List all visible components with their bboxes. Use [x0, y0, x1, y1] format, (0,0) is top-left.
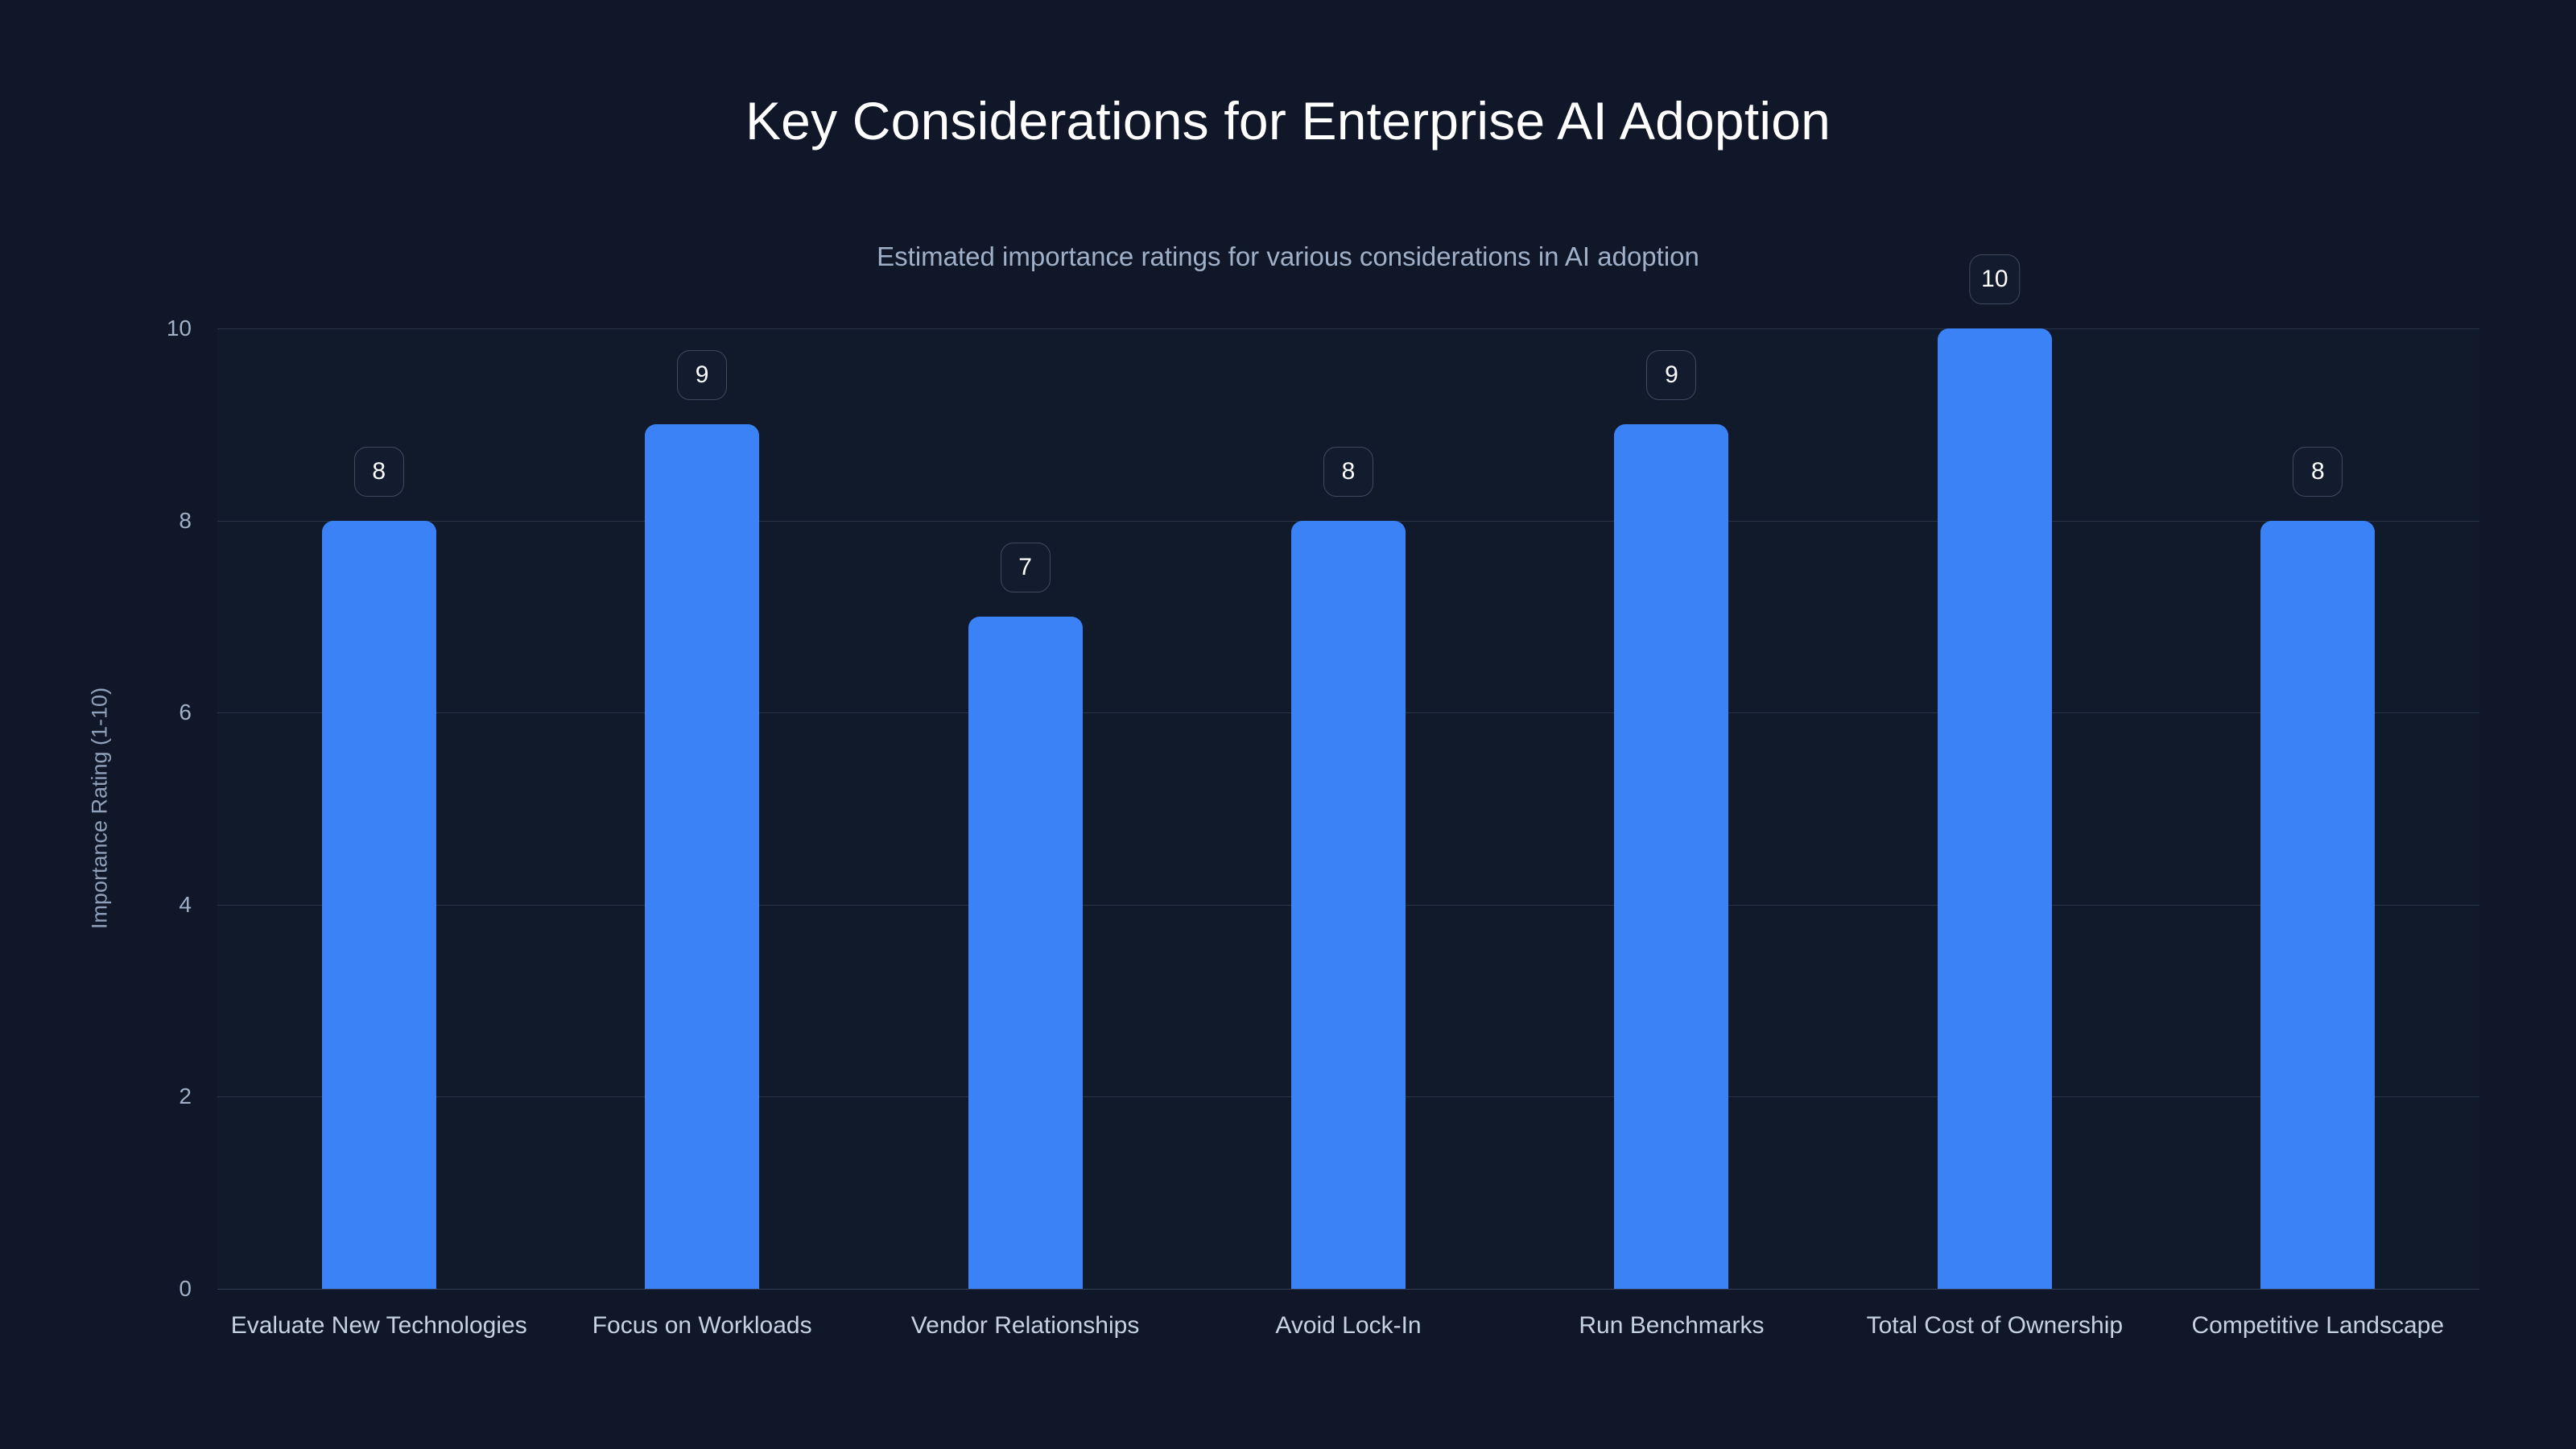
bar-value-badge: 9: [677, 350, 728, 401]
y-tick-label: 2: [179, 1084, 192, 1109]
bar-value-badge: 10: [1969, 254, 2021, 304]
x-tick-label: Focus on Workloads: [592, 1312, 812, 1339]
y-tick-label: 8: [179, 507, 192, 533]
x-tick-label: Run Benchmarks: [1579, 1312, 1765, 1339]
x-tick-label: Competitive Landscape: [2191, 1312, 2445, 1339]
bar[interactable]: [968, 616, 1083, 1289]
gridline-y-10: [217, 328, 2479, 329]
x-tick-label: Total Cost of Ownership: [1866, 1312, 2124, 1339]
bar-value-badge: 7: [1000, 542, 1051, 592]
chart-subtitle: Estimated importance ratings for various…: [877, 242, 1699, 271]
bar-value-badge: 8: [353, 446, 404, 497]
gridline-y-0: [217, 1289, 2479, 1290]
bar[interactable]: [1937, 328, 2052, 1289]
bar-value-badge: 8: [1323, 446, 1373, 497]
bar[interactable]: [645, 424, 760, 1289]
bar[interactable]: [2260, 520, 2376, 1289]
bar-value-badge: 9: [1646, 350, 1697, 401]
bar-value-badge: 8: [2293, 446, 2343, 497]
bar[interactable]: [1291, 520, 1406, 1289]
x-tick-label: Avoid Lock-In: [1275, 1312, 1422, 1339]
x-tick-label: Vendor Relationships: [910, 1312, 1140, 1339]
x-axis-tick-labels: Evaluate New Technologies Focus on Worklo…: [217, 1312, 2479, 1352]
y-tick-label: 0: [179, 1276, 192, 1301]
y-tick-label: 4: [179, 891, 192, 917]
bar[interactable]: [1614, 424, 1729, 1289]
y-tick-label: 10: [166, 316, 192, 341]
x-tick-label: Evaluate New Technologies: [230, 1312, 527, 1339]
bar[interactable]: [321, 520, 436, 1289]
chart-title: Key Considerations for Enterprise AI Ado…: [745, 91, 1831, 151]
y-axis-title: Importance Rating (1-10): [87, 687, 112, 930]
y-axis-tick-labels: 0 2 4 6 8 10: [0, 316, 192, 1301]
y-tick-label: 6: [179, 700, 192, 725]
bars-layer: 8 9 7 8 9 10 8: [217, 254, 2479, 1289]
